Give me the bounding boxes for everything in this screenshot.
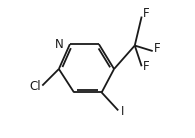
- Text: F: F: [143, 7, 150, 20]
- Text: F: F: [154, 42, 161, 55]
- Text: Cl: Cl: [29, 80, 41, 93]
- Text: F: F: [143, 60, 150, 73]
- Text: N: N: [55, 38, 64, 51]
- Text: I: I: [121, 105, 124, 118]
